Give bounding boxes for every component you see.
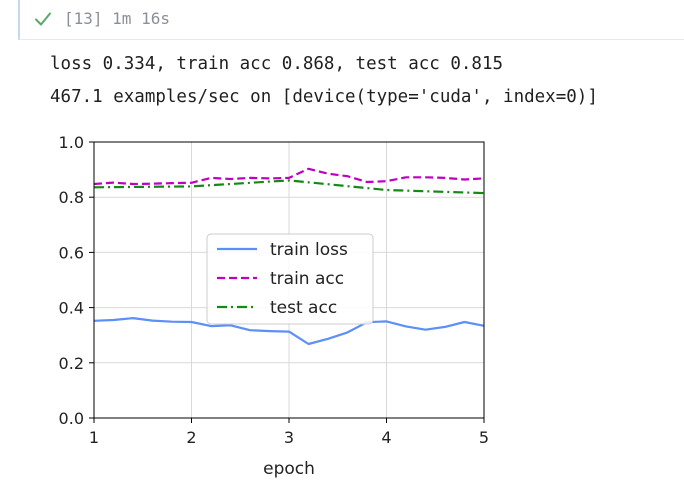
legend-label: train acc: [270, 269, 344, 289]
output-line-metrics: loss 0.334, train acc 0.868, test acc 0.…: [50, 54, 504, 74]
y-tick-label: 0.8: [59, 188, 84, 207]
execution-info: [13] 1m 16s: [64, 9, 170, 28]
execution-count: [13]: [64, 9, 103, 28]
y-tick-label: 0.2: [59, 354, 84, 373]
x-tick-label: 4: [381, 428, 391, 447]
output-line-throughput: 467.1 examples/sec on [device(type='cuda…: [50, 87, 598, 107]
check-icon: [35, 12, 51, 26]
legend-label: test acc: [270, 298, 337, 318]
legend-label: train loss: [270, 240, 348, 260]
y-tick-label: 0.0: [59, 409, 84, 428]
x-axis-label: epoch: [263, 459, 315, 479]
x-tick-label: 3: [284, 428, 294, 447]
y-tick-label: 1.0: [59, 133, 84, 152]
legend-box: [206, 233, 374, 325]
x-tick-label: 5: [479, 428, 489, 447]
x-tick-label: 2: [186, 428, 196, 447]
legend: train loss train acc test acc: [206, 233, 374, 325]
y-tick-label: 0.6: [59, 243, 84, 262]
series-line-train-loss: [93, 317, 485, 346]
y-tick-label: 0.4: [59, 299, 84, 318]
series-line-train-acc: [93, 167, 485, 186]
cell-status-bar: [13] 1m 16s: [18, 0, 684, 40]
execution-duration: 1m 16s: [112, 9, 170, 28]
x-tick-label: 1: [89, 428, 99, 447]
series-line-test-acc: [93, 179, 485, 195]
